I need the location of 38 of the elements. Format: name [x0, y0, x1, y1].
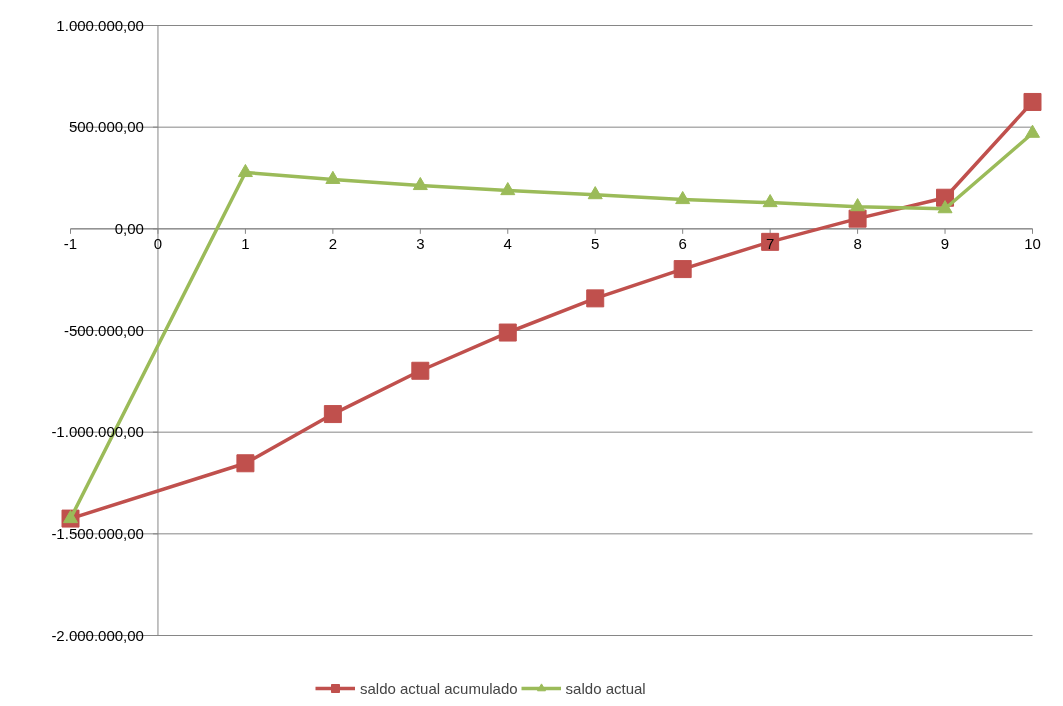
- y-tick-label: -2.000.000,00: [51, 626, 144, 644]
- point: [762, 194, 778, 208]
- point: [323, 405, 342, 424]
- point: [237, 163, 253, 178]
- legend-label: saldo actual acumulado: [360, 679, 518, 697]
- point: [586, 289, 605, 308]
- point: [587, 186, 603, 200]
- point: [1023, 92, 1042, 111]
- point: [500, 182, 516, 196]
- point: [412, 176, 428, 191]
- point: [675, 190, 691, 205]
- x-tick-label: -1: [63, 234, 78, 252]
- point: [673, 260, 692, 279]
- x-tick-label: 4: [503, 234, 512, 252]
- x-tick-label: 8: [853, 234, 862, 252]
- x-tick-label: 7: [765, 234, 775, 252]
- y-tick-label: 0,00: [114, 219, 144, 237]
- point: [325, 170, 341, 184]
- x-tick-label: 0: [153, 234, 163, 252]
- point: [411, 361, 430, 380]
- point: [1025, 124, 1040, 138]
- point: [236, 454, 255, 473]
- x-tick-label: 10: [1024, 234, 1041, 252]
- x-tick-label: 1: [241, 234, 250, 252]
- x-tick-label: 6: [678, 234, 687, 252]
- y-tick-label: 500.000,00: [68, 118, 144, 136]
- point: [850, 198, 866, 212]
- x-tick-label: 3: [416, 234, 425, 252]
- x-tick-label: 5: [591, 234, 600, 252]
- point: [937, 200, 953, 214]
- point: [848, 209, 867, 228]
- point: [498, 323, 517, 342]
- y-tick-label: -1.500.000,00: [51, 524, 144, 542]
- legend-label: saldo actual: [565, 679, 646, 697]
- x-tick-label: 2: [328, 234, 338, 252]
- x-tick-label: 9: [940, 234, 950, 252]
- y-tick-label: -500.000,00: [63, 321, 144, 339]
- y-tick-label: 1.000.000,00: [56, 16, 144, 34]
